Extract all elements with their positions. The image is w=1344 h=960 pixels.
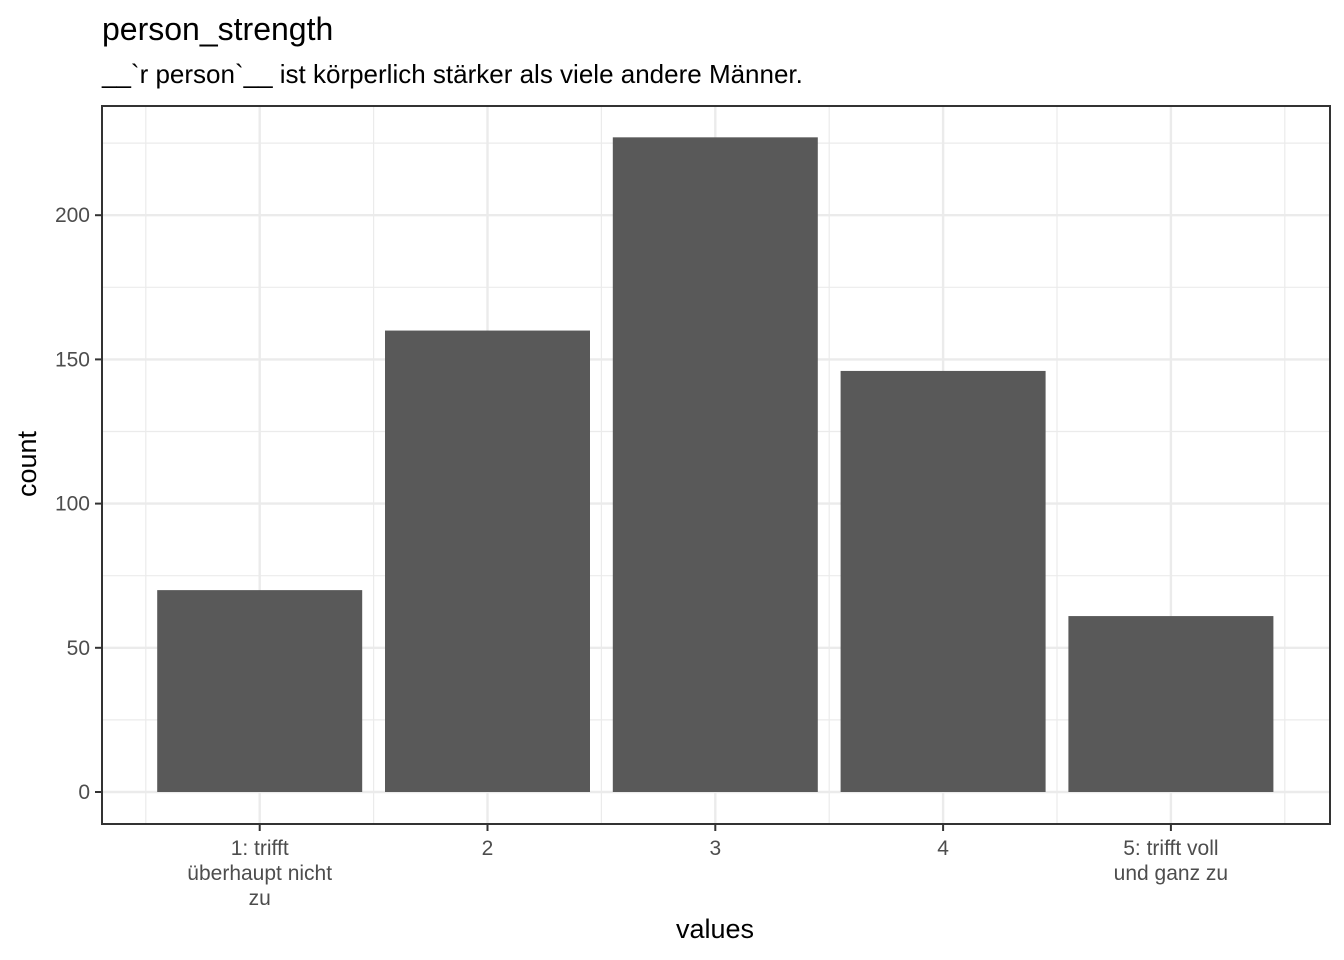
y-tick-label: 100 (55, 493, 90, 516)
x-axis: 1: trifft überhaupt nicht zu 2 3 4 5: trifft v… (187, 824, 1228, 910)
bar (385, 330, 590, 792)
x-axis-title: values (676, 914, 754, 944)
x-tick-label: 2 (482, 837, 494, 860)
bar (157, 590, 363, 792)
y-tick-label: 200 (55, 204, 90, 227)
bar (840, 370, 1046, 792)
y-tick-label: 150 (55, 348, 90, 371)
chart-subtitle: __`r person`__ ist körperlich stärker al… (101, 59, 803, 89)
x-tick-label: 1: trifft überhaupt nicht zu (187, 837, 332, 910)
y-tick-label: 0 (78, 781, 90, 804)
y-tick-label: 50 (67, 637, 90, 660)
panel-border (101, 105, 1331, 825)
bar (612, 137, 818, 792)
bars (157, 137, 1274, 792)
y-axis-title: count (12, 430, 42, 497)
chart-title: person_strength (102, 11, 333, 47)
y-axis: 0 50 100 150 200 (55, 204, 102, 804)
x-tick-label: 4 (937, 837, 949, 860)
x-tick-label: 3 (709, 837, 721, 860)
x-tick-label: 5: trifft voll und ganz zu (1114, 837, 1228, 885)
bar (1068, 616, 1274, 792)
